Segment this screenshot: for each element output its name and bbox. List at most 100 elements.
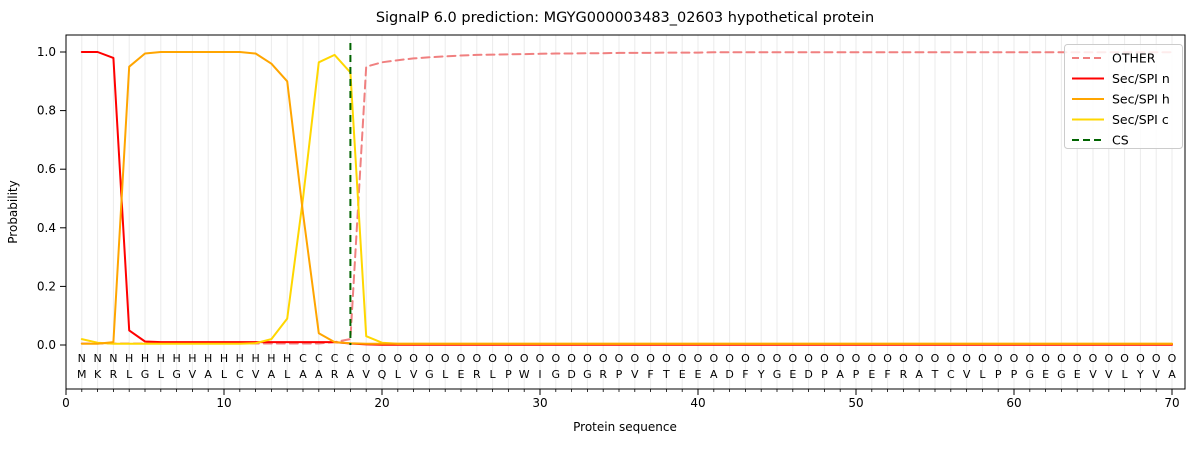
sequence-letter: V: [963, 368, 971, 381]
region-letter: O: [1168, 352, 1177, 365]
sequence-letter: G: [773, 368, 782, 381]
region-letter: O: [915, 352, 924, 365]
region-letter: O: [836, 352, 845, 365]
curve-other: [80, 51, 1173, 345]
region-letter: H: [236, 352, 244, 365]
region-letter: H: [267, 352, 275, 365]
sequence-letter: F: [647, 368, 653, 381]
sequence-letter: E: [868, 368, 875, 381]
region-letter: O: [852, 352, 861, 365]
sequence-letter: L: [221, 368, 228, 381]
sequence-letter: V: [410, 368, 418, 381]
region-letter: O: [694, 352, 703, 365]
sequence-letter: R: [473, 368, 481, 381]
region-letter: H: [220, 352, 228, 365]
y-tick-label: 0.2: [37, 279, 56, 293]
sequence-letter: V: [1152, 368, 1160, 381]
sequence-letter: L: [442, 368, 449, 381]
sequence-letter: L: [1122, 368, 1129, 381]
probability-curves: [80, 51, 1173, 346]
region-letter: O: [804, 352, 813, 365]
legend-label: Sec/SPI c: [1112, 112, 1169, 127]
region-letter: H: [125, 352, 133, 365]
region-letter: O: [709, 352, 718, 365]
sequence-letter: E: [458, 368, 465, 381]
region-letter: O: [457, 352, 466, 365]
sequence-letter: M: [77, 368, 87, 381]
sequence-letter: G: [425, 368, 434, 381]
legend-label: OTHER: [1112, 51, 1156, 66]
region-letter: O: [978, 352, 987, 365]
region-letter: O: [599, 352, 608, 365]
sequence-letter: T: [662, 368, 670, 381]
region-letter: O: [994, 352, 1003, 365]
curve-sec-spi-c: [80, 53, 1173, 345]
sequence-letter: F: [742, 368, 748, 381]
region-letter: C: [299, 352, 307, 365]
region-letter: O: [1057, 352, 1066, 365]
x-tick-label: 30: [532, 396, 547, 410]
sequence-letter: C: [236, 368, 244, 381]
sequence-letter: A: [1168, 368, 1176, 381]
gridlines: [81, 35, 1173, 389]
sequence-letter: L: [158, 368, 165, 381]
sequence-letter: R: [110, 368, 118, 381]
sequence-letter: G: [141, 368, 150, 381]
sequence-letter: L: [126, 368, 133, 381]
region-letter: O: [551, 352, 560, 365]
sequence-letter: L: [979, 368, 986, 381]
x-tick-label: 10: [216, 396, 231, 410]
region-letter: O: [899, 352, 908, 365]
region-letter: O: [536, 352, 545, 365]
region-letter: C: [331, 352, 339, 365]
region-letter: H: [172, 352, 180, 365]
legend-label: CS: [1112, 133, 1129, 148]
region-letter: O: [1041, 352, 1050, 365]
sequence-letter: V: [1105, 368, 1113, 381]
legend: OTHER Sec/SPI n Sec/SPI h Sec/SPI c CS: [1064, 44, 1183, 149]
region-letter: O: [1073, 352, 1082, 365]
x-tick-label: 60: [1006, 396, 1021, 410]
region-letter: O: [662, 352, 671, 365]
sequence-letter: P: [505, 368, 512, 381]
legend-box: [1064, 44, 1183, 149]
region-letter: H: [157, 352, 165, 365]
sequence-letter: C: [947, 368, 955, 381]
region-letter: O: [488, 352, 497, 365]
sequence-letter: P: [853, 368, 860, 381]
chart-title: SignalP 6.0 prediction: MGYG000003483_02…: [376, 10, 874, 26]
sequence-letter: V: [631, 368, 639, 381]
region-letter: O: [1120, 352, 1129, 365]
region-letter: O: [757, 352, 766, 365]
region-letter: O: [615, 352, 624, 365]
legend-entries: OTHER Sec/SPI n Sec/SPI h Sec/SPI c CS: [1072, 51, 1170, 148]
legend-label: Sec/SPI n: [1112, 71, 1170, 86]
x-tick-label: 50: [848, 396, 863, 410]
region-letter: O: [962, 352, 971, 365]
region-letter: N: [93, 352, 101, 365]
sequence-letter: E: [1074, 368, 1081, 381]
sequence-letter: E: [695, 368, 702, 381]
sequence-letter: A: [710, 368, 718, 381]
region-letter: O: [520, 352, 529, 365]
region-letter: C: [347, 352, 355, 365]
sequence-letter: G: [552, 368, 561, 381]
y-tick-label: 0.0: [37, 338, 56, 352]
sequence-letter: A: [915, 368, 923, 381]
sequence-letter: E: [789, 368, 796, 381]
y-tick-label: 1.0: [37, 45, 56, 59]
region-letter: H: [141, 352, 149, 365]
region-letter: O: [1010, 352, 1019, 365]
sequence-letter: R: [599, 368, 607, 381]
sequence-letter: P: [995, 368, 1002, 381]
sequence-letter: D: [725, 368, 733, 381]
sequence-letter: Q: [378, 368, 387, 381]
legend-label: Sec/SPI h: [1112, 92, 1170, 107]
region-letter: N: [109, 352, 117, 365]
sequence-letter: G: [1057, 368, 1066, 381]
sequence-letter: V: [252, 368, 260, 381]
sequence-letter: L: [284, 368, 291, 381]
region-letter: O: [378, 352, 387, 365]
